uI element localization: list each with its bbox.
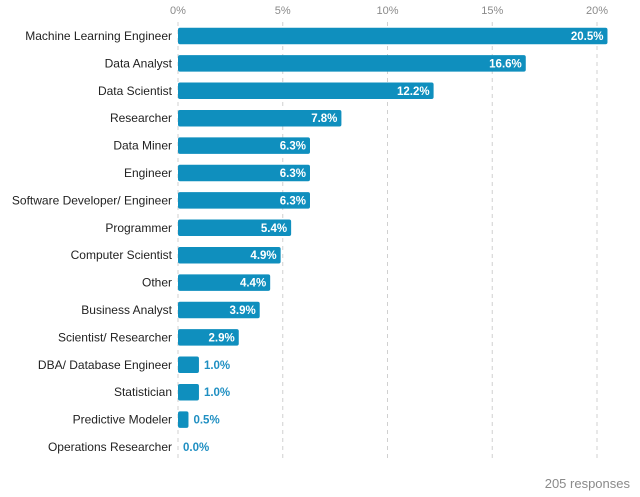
category-label: Other <box>142 276 172 290</box>
category-label: Software Developer/ Engineer <box>12 193 172 207</box>
value-label: 20.5% <box>571 31 604 43</box>
value-label: 0.0% <box>183 442 209 454</box>
category-label: Data Scientist <box>98 84 173 98</box>
value-label: 4.4% <box>240 278 266 290</box>
bar <box>178 383 199 401</box>
value-label: 6.3% <box>280 195 306 207</box>
value-label: 2.9% <box>209 332 235 344</box>
bar <box>178 411 189 428</box>
category-label: Programmer <box>105 221 172 235</box>
category-label: Computer Scientist <box>71 248 173 262</box>
bar <box>178 219 292 237</box>
x-tick-label: 15% <box>481 5 503 17</box>
x-tick-label: 5% <box>275 5 291 17</box>
bar <box>178 27 608 45</box>
bar <box>178 356 199 374</box>
category-label: Predictive Modeler <box>73 413 172 427</box>
bar <box>178 164 310 182</box>
category-label: Data Analyst <box>105 56 173 70</box>
category-label: Statistician <box>114 385 172 399</box>
bar <box>178 192 310 209</box>
category-label: Scientist/ Researcher <box>58 330 172 344</box>
bar <box>178 137 310 154</box>
value-label: 0.5% <box>193 415 219 427</box>
value-label: 1.0% <box>204 360 230 372</box>
bar <box>178 82 434 100</box>
bar <box>178 246 281 264</box>
bar <box>178 301 260 319</box>
bar <box>178 55 526 72</box>
category-label: Operations Researcher <box>48 440 172 454</box>
value-label: 7.8% <box>311 113 337 125</box>
x-tick-label: 20% <box>586 5 608 17</box>
category-label: Business Analyst <box>81 303 172 317</box>
value-label: 6.3% <box>280 168 306 180</box>
value-label: 12.2% <box>397 86 430 98</box>
bar <box>178 274 271 291</box>
value-label: 3.9% <box>229 305 255 317</box>
bar <box>178 109 342 127</box>
category-label: DBA/ Database Engineer <box>38 358 172 372</box>
category-label: Researcher <box>110 111 172 125</box>
value-label: 6.3% <box>280 141 306 153</box>
category-label: Engineer <box>124 166 172 180</box>
response-count: 205 responses <box>544 476 630 491</box>
value-label: 4.9% <box>250 250 276 262</box>
category-label: Machine Learning Engineer <box>25 29 172 43</box>
value-label: 16.6% <box>489 58 522 70</box>
category-label: Data Miner <box>113 139 172 153</box>
x-tick-label: 10% <box>376 5 398 17</box>
bar <box>178 329 239 346</box>
value-label: 5.4% <box>261 223 287 235</box>
x-tick-label: 0% <box>170 5 186 17</box>
value-label: 1.0% <box>204 387 230 399</box>
